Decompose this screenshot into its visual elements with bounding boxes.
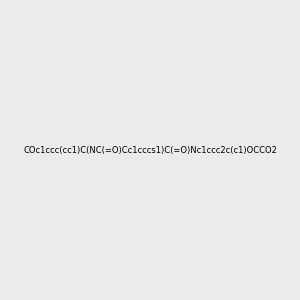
Text: COc1ccc(cc1)C(NC(=O)Cc1cccs1)C(=O)Nc1ccc2c(c1)OCCO2: COc1ccc(cc1)C(NC(=O)Cc1cccs1)C(=O)Nc1ccc… <box>23 146 277 154</box>
